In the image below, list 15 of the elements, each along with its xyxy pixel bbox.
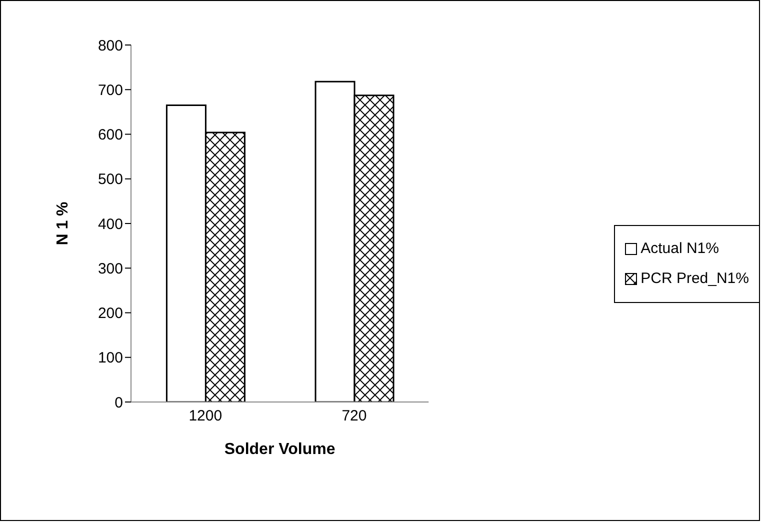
y-tick-label: 600 — [98, 126, 123, 144]
legend-label: PCR Pred_N1% — [640, 268, 749, 288]
y-tick-label: 400 — [98, 216, 123, 233]
x-tick-label: 1200 — [188, 408, 222, 425]
y-tick-label: 700 — [98, 82, 123, 99]
legend-label: Actual N1% — [640, 238, 719, 258]
y-axis-title: N 1 % — [54, 202, 72, 246]
y-tick-label: 0 — [114, 394, 123, 412]
y-tick-label: 200 — [98, 305, 123, 322]
y-tick-label: 500 — [98, 171, 123, 188]
x-tick-label: 720 — [342, 408, 367, 425]
y-tick-label: 100 — [98, 350, 123, 367]
y-tick-label: 800 — [98, 37, 123, 54]
y-tick-label: 300 — [98, 260, 123, 278]
x-axis-title: Solder Volume — [224, 441, 336, 458]
